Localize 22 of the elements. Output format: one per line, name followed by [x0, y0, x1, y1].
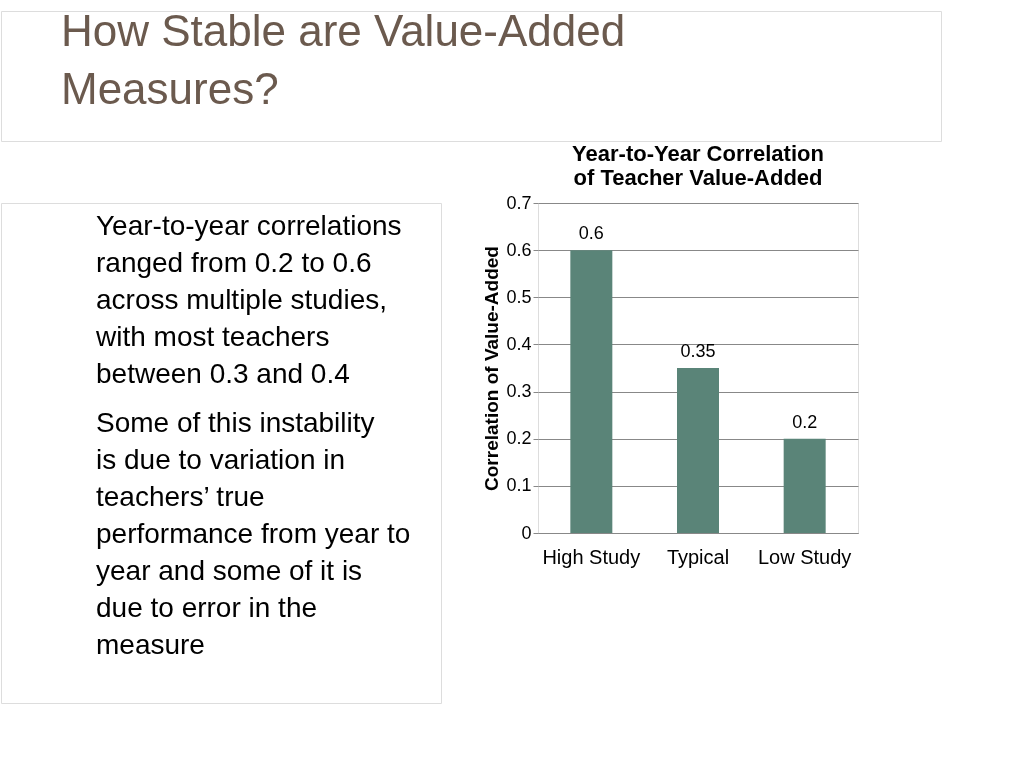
bar	[783, 438, 826, 533]
x-tick-label: Low Study	[757, 545, 852, 568]
text: How Stable are Value-Added Measures?	[61, 6, 626, 113]
y-tick-label: 0.7	[506, 192, 532, 213]
y-tick-label: 0	[521, 522, 532, 543]
text: Year-to-year correlations ranged from 0.2 to 0.6 across multiple studies, with most teachers between 0.3 and 0.4	[95, 210, 402, 389]
x-tick-label: Typical	[666, 545, 730, 568]
y-axis-title: Correlation of Value-Added	[481, 246, 503, 491]
y-tick-label: 0.3	[506, 381, 532, 402]
data-label: 0.2	[792, 411, 818, 432]
data-label: 0.35	[680, 341, 716, 361]
bar	[570, 250, 613, 533]
chart-title: Year-to-Year Correlation of Teacher Value-Added	[572, 141, 824, 190]
data-label: 0.6	[578, 223, 604, 244]
y-tick-label: 0.4	[506, 333, 532, 354]
y-tick-label: 0.2	[506, 428, 532, 449]
text: Some of this instability is due to variation in teachers’ true performance from year to year and some of it is due to error in the measure	[96, 407, 411, 660]
y-tick-label: 0.1	[506, 475, 532, 496]
x-tick-label: High Study	[542, 545, 641, 568]
y-tick-label: 0.5	[506, 286, 532, 307]
bar	[677, 368, 719, 533]
y-tick-label: 0.6	[506, 239, 532, 260]
